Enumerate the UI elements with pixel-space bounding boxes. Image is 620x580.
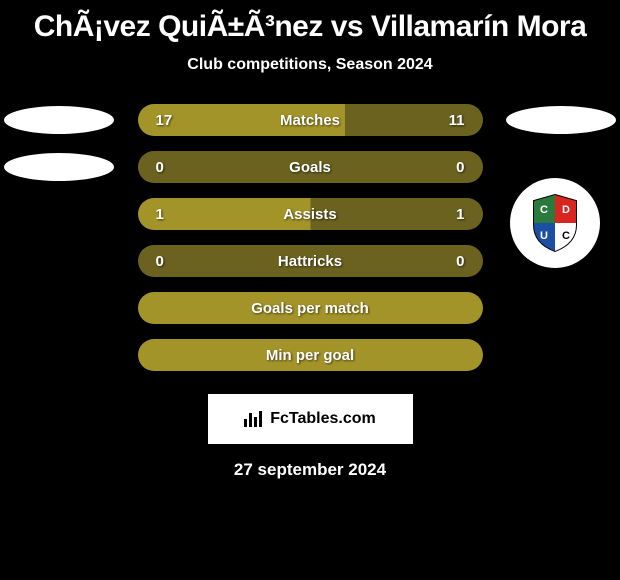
assists-right-value: 1: [456, 206, 464, 223]
matches-right-value: 11: [449, 112, 465, 129]
matches-label: Matches: [280, 112, 340, 129]
footer-brand: FcTables.com: [244, 410, 376, 428]
chart-icon: [244, 411, 262, 427]
matches-left-value: 17: [156, 112, 173, 129]
stat-bar-hattricks: 0 Hattricks 0: [138, 245, 483, 277]
hattricks-label: Hattricks: [278, 253, 342, 270]
goals-right-value: 0: [456, 159, 464, 176]
row-goals: 0 Goals 0: [0, 151, 620, 183]
infographic-container: ChÃ¡vez QuiÃ±Ã³nez vs Villamarín Mora Cl…: [0, 0, 620, 490]
svg-text:D: D: [562, 204, 570, 216]
row-mpg: Min per goal: [0, 339, 620, 371]
page-title: ChÃ¡vez QuiÃ±Ã³nez vs Villamarín Mora: [34, 10, 587, 44]
svg-text:U: U: [540, 230, 548, 242]
svg-text:C: C: [562, 230, 570, 242]
assists-left-value: 1: [156, 206, 164, 223]
left-player-shape-2: [4, 153, 114, 181]
right-player-shape: [506, 106, 616, 134]
stat-bar-matches: 17 Matches 11: [138, 104, 483, 136]
club-badge: C D U C: [510, 178, 600, 268]
svg-text:C: C: [540, 204, 548, 216]
subtitle: Club competitions, Season 2024: [187, 56, 432, 74]
gpm-label: Goals per match: [251, 300, 369, 317]
left-player-shape: [4, 106, 114, 134]
shield-icon: C D U C: [530, 193, 580, 253]
brand-text: FcTables.com: [270, 410, 376, 428]
stat-bar-assists: 1 Assists 1: [138, 198, 483, 230]
stat-bar-mpg: Min per goal: [138, 339, 483, 371]
goals-label: Goals: [289, 159, 331, 176]
goals-left-value: 0: [156, 159, 164, 176]
row-gpm: Goals per match: [0, 292, 620, 324]
footer-date: 27 september 2024: [234, 460, 386, 480]
footer-brand-box: FcTables.com: [208, 394, 413, 444]
hattricks-right-value: 0: [456, 253, 464, 270]
stat-bar-goals: 0 Goals 0: [138, 151, 483, 183]
mpg-label: Min per goal: [266, 347, 354, 364]
hattricks-left-value: 0: [156, 253, 164, 270]
stat-bar-gpm: Goals per match: [138, 292, 483, 324]
assists-label: Assists: [283, 206, 336, 223]
row-matches: 17 Matches 11: [0, 104, 620, 136]
